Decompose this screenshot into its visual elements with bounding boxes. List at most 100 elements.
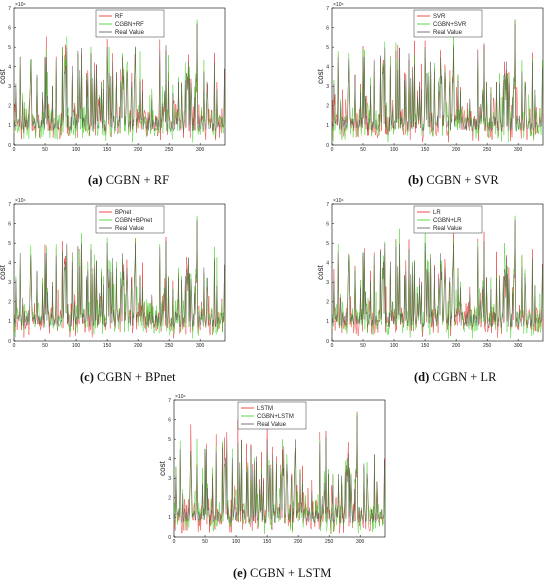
series-line-real-value — [13, 23, 226, 132]
chart-panel-d: 0 50 100 150 200 250 300 0 1 2 3 4 5 6 7 ×10⁴ cost LR CGBN… — [316, 196, 548, 351]
y-tick-label: 2 — [8, 104, 11, 110]
y-tick-label: 0 — [8, 339, 11, 345]
y-axis-label: cost — [158, 460, 167, 475]
x-tick-label: 150 — [103, 147, 112, 153]
y-tick-label: 3 — [326, 280, 329, 286]
caption-d: (d) CGBN + LR — [414, 370, 496, 385]
chart-panel-e: 0 50 100 150 200 250 300 0 1 2 3 4 5 6 7 ×10⁴ cost LSTM CG… — [158, 392, 390, 547]
legend-label: Real Value — [257, 422, 287, 428]
x-tick-label: 200 — [134, 147, 143, 153]
legend-label: SVR — [433, 14, 446, 20]
x-tick-label: 300 — [356, 539, 365, 545]
chart-panel-a: 0 50 100 150 200 250 300 0 1 2 3 4 5 6 7 ×10⁴ cost RF CGBN… — [0, 0, 230, 155]
caption-a: (a) CGBN + RF — [88, 173, 169, 188]
y-tick-label: 5 — [326, 241, 329, 247]
y-tick-label: 2 — [326, 300, 329, 306]
x-tick-label: 100 — [390, 343, 399, 349]
x-tick-label: 0 — [173, 539, 176, 545]
y-tick-label: 4 — [326, 65, 329, 71]
x-tick-label: 0 — [331, 147, 334, 153]
x-tick-label: 50 — [360, 343, 366, 349]
y-tick-label: 6 — [8, 25, 11, 31]
series-line-real-value — [331, 23, 544, 132]
x-tick-label: 150 — [263, 539, 272, 545]
y-axis-label: cost — [0, 264, 7, 279]
y-tick-label: 1 — [8, 123, 11, 129]
y-tick-label: 6 — [326, 25, 329, 31]
caption-a-tag: (a) — [88, 173, 103, 187]
legend-box — [237, 401, 307, 430]
caption-a-text: CGBN + RF — [102, 173, 170, 187]
legend-label: CGBN+BPnet — [115, 218, 153, 224]
y-exponent-label: ×10⁴ — [333, 198, 344, 204]
series-line-real-value — [331, 219, 544, 328]
y-tick-label: 7 — [168, 398, 171, 404]
chart-svg: 0 50 100 150 200 250 300 0 1 2 3 4 5 6 7 ×10⁴ cost BPnet C… — [0, 198, 226, 349]
caption-c-text: CGBN + BPnet — [93, 370, 176, 384]
legend-label: Real Value — [433, 30, 463, 36]
x-tick-label: 200 — [134, 343, 143, 349]
y-tick-label: 0 — [326, 339, 329, 345]
y-tick-label: 7 — [326, 202, 329, 208]
y-tick-label: 3 — [8, 280, 11, 286]
x-tick-label: 300 — [196, 343, 205, 349]
y-tick-label: 0 — [326, 143, 329, 149]
y-tick-label: 6 — [8, 221, 11, 227]
x-tick-label: 100 — [232, 539, 241, 545]
caption-d-tag: (d) — [414, 370, 430, 384]
y-tick-label: 6 — [326, 221, 329, 227]
x-tick-label: 200 — [294, 539, 303, 545]
y-tick-label: 0 — [8, 143, 11, 149]
x-tick-label: 300 — [514, 343, 523, 349]
x-tick-label: 150 — [103, 343, 112, 349]
legend-label: CGBN+SVR — [433, 22, 467, 28]
y-tick-label: 5 — [168, 437, 171, 443]
y-tick-label: 2 — [326, 104, 329, 110]
series-line-real-value — [173, 415, 386, 524]
x-tick-label: 250 — [325, 539, 334, 545]
legend-box — [413, 205, 483, 234]
caption-e: (e) CGBN + LSTM — [233, 566, 331, 581]
legend-box — [95, 9, 165, 38]
legend-label: CGBN+RF — [115, 22, 144, 28]
x-tick-label: 50 — [42, 343, 48, 349]
y-tick-label: 2 — [8, 300, 11, 306]
legend-label: CGBN+LR — [433, 218, 462, 224]
y-tick-label: 6 — [168, 417, 171, 423]
y-tick-label: 3 — [168, 476, 171, 482]
x-tick-label: 150 — [421, 343, 430, 349]
x-tick-label: 0 — [331, 343, 334, 349]
y-tick-label: 4 — [168, 457, 171, 463]
x-tick-label: 200 — [452, 147, 461, 153]
y-tick-label: 1 — [326, 319, 329, 325]
series-line-real-value — [13, 219, 226, 328]
x-tick-label: 100 — [72, 343, 81, 349]
x-tick-label: 250 — [483, 343, 492, 349]
x-tick-label: 0 — [13, 147, 16, 153]
legend-label: BPnet — [115, 210, 132, 216]
y-tick-label: 7 — [326, 6, 329, 12]
y-exponent-label: ×10⁴ — [15, 198, 26, 204]
y-tick-label: 3 — [8, 84, 11, 90]
legend-box — [413, 9, 483, 38]
y-tick-label: 4 — [8, 261, 11, 267]
caption-d-text: CGBN + LR — [429, 370, 497, 384]
legend-label: Real Value — [115, 30, 145, 36]
legend-label: CGBN+LSTM — [257, 414, 294, 420]
x-tick-label: 300 — [514, 147, 523, 153]
chart-panel-c: 0 50 100 150 200 250 300 0 1 2 3 4 5 6 7 ×10⁴ cost BPnet C… — [0, 196, 230, 351]
y-tick-label: 0 — [168, 535, 171, 541]
y-axis-label: cost — [316, 68, 325, 83]
caption-c: (c) CGBN + BPnet — [80, 370, 176, 385]
chart-svg: 0 50 100 150 200 250 300 0 1 2 3 4 5 6 7 ×10⁴ cost LR CGBN… — [316, 198, 544, 349]
x-tick-label: 0 — [13, 343, 16, 349]
legend-label: Real Value — [115, 226, 145, 232]
y-tick-label: 2 — [168, 496, 171, 502]
x-tick-label: 100 — [72, 147, 81, 153]
x-tick-label: 50 — [202, 539, 208, 545]
caption-e-tag: (e) — [233, 566, 247, 580]
y-tick-label: 5 — [8, 45, 11, 51]
caption-c-tag: (c) — [80, 370, 94, 384]
x-tick-label: 300 — [196, 147, 205, 153]
legend-label: Real Value — [433, 226, 463, 232]
